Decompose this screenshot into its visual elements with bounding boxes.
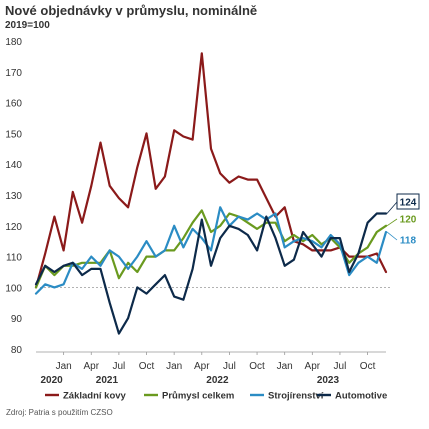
series-line-0 [34, 52, 388, 289]
y-tick-label: 170 [5, 68, 22, 79]
y-tick-label: 140 [5, 160, 22, 171]
series-line-2 [34, 206, 388, 295]
x-tick-label: Jul [334, 361, 347, 372]
y-tick-label: 180 [5, 37, 22, 48]
x-year-label: 2022 [206, 375, 229, 386]
y-tick-label: 150 [5, 129, 22, 140]
x-tick-label: Apr [194, 361, 210, 372]
x-tick-label: Oct [139, 361, 155, 372]
end-label-3: 124 [400, 198, 417, 209]
end-label-connector [386, 218, 398, 227]
y-tick-label: 160 [5, 99, 22, 110]
chart-subtitle: 2019=100 [5, 20, 50, 31]
legend-label: Základní kovy [63, 391, 127, 402]
x-year-label: 2023 [317, 375, 340, 386]
y-tick-label: 130 [5, 191, 22, 202]
x-tick-label: Jan [56, 361, 72, 372]
x-tick-label: Jan [166, 361, 182, 372]
y-tick-label: 120 [5, 222, 22, 233]
end-label-1: 120 [400, 215, 417, 226]
x-tick-label: Apr [305, 361, 321, 372]
x-tick-label: Jan [277, 361, 293, 372]
end-label-box [396, 193, 420, 210]
x-tick-label: Jul [223, 361, 236, 372]
source-note: Zdroj: Patria s použitím CZSO [6, 408, 113, 417]
x-year-label: 2021 [96, 375, 119, 386]
y-tick-label: 100 [5, 283, 22, 294]
x-tick-label: Apr [83, 361, 99, 372]
end-label-2: 118 [400, 236, 417, 247]
legend-label: Automotive [335, 391, 387, 402]
x-tick-label: Jul [112, 361, 125, 372]
chart-title: Nové objednávky v průmyslu, nominálně [5, 3, 258, 18]
legend-label: Průmysl celkem [162, 391, 234, 402]
y-tick-label: 80 [11, 345, 23, 356]
y-tick-label: 90 [11, 314, 23, 325]
x-tick-label: Oct [249, 361, 265, 372]
end-label-connector [386, 201, 398, 214]
series-line-3 [34, 212, 388, 335]
end-label-connector [386, 231, 398, 241]
y-tick-label: 110 [6, 253, 22, 264]
x-tick-label: Oct [360, 361, 376, 372]
x-year-label: 2020 [41, 375, 64, 386]
legend-label: Strojírenství [268, 391, 324, 402]
